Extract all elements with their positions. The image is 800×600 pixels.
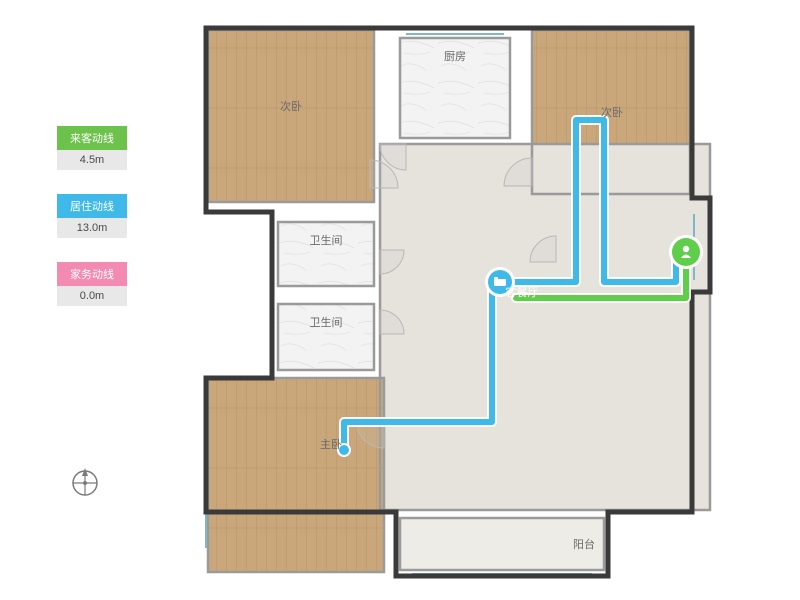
label-bath2: 卫生间 xyxy=(310,315,343,329)
legend-item-guest: 来客动线 4.5m xyxy=(57,126,127,170)
legend-value-guest: 4.5m xyxy=(57,150,127,170)
bed-icon xyxy=(494,279,506,286)
compass-icon xyxy=(68,466,102,500)
label-bed2-right: 次卧 xyxy=(601,105,623,119)
legend-item-resident: 居住动线 13.0m xyxy=(57,194,127,238)
label-living: 客餐厅 xyxy=(506,285,539,299)
label-balcony: 阳台 xyxy=(573,537,595,551)
room-living xyxy=(380,144,710,510)
room-bath1 xyxy=(278,222,374,286)
legend-label-resident: 居住动线 xyxy=(57,194,127,218)
label-bath1: 卫生间 xyxy=(310,233,343,247)
label-kitchen: 厨房 xyxy=(444,50,466,63)
person-head-icon xyxy=(683,246,689,252)
room-master xyxy=(208,378,384,572)
legend-value-chores: 0.0m xyxy=(57,286,127,306)
floorplan: 次卧厨房次卧卫生间卫生间客餐厅主卧阳台 xyxy=(196,18,714,583)
legend-label-chores: 家务动线 xyxy=(57,262,127,286)
label-bed2-left: 次卧 xyxy=(280,99,302,113)
room-bath2 xyxy=(278,304,374,370)
legend: 来客动线 4.5m 居住动线 13.0m 家务动线 0.0m xyxy=(57,126,127,330)
legend-item-chores: 家务动线 0.0m xyxy=(57,262,127,306)
room-bed2-left xyxy=(208,30,374,202)
label-master: 主卧 xyxy=(320,438,342,451)
legend-value-resident: 13.0m xyxy=(57,218,127,238)
pillow-icon xyxy=(494,277,498,280)
legend-label-guest: 来客动线 xyxy=(57,126,127,150)
